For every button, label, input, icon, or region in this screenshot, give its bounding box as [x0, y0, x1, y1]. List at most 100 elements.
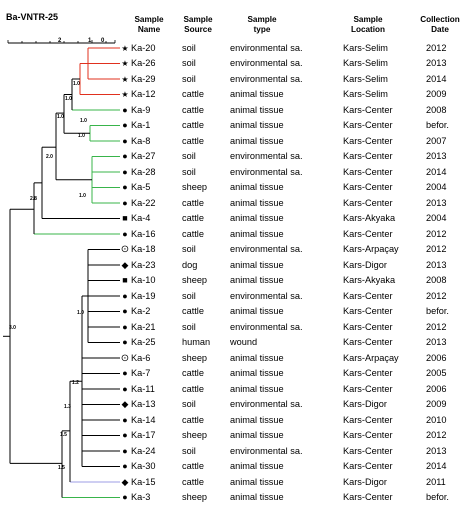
row-type: environmental sa.: [230, 445, 303, 456]
row-source: soil: [182, 166, 196, 177]
row-location: Kars-Center: [343, 120, 393, 130]
row-date: 2008: [426, 275, 447, 285]
diamond-marker-icon: ◆: [121, 399, 129, 409]
row-source: sheep: [182, 182, 208, 192]
row-date: befor.: [426, 492, 449, 502]
diamond-marker-icon: ◆: [121, 476, 129, 487]
row-date: 2014: [426, 73, 447, 84]
row-name: Ka-21: [131, 321, 156, 332]
row-source: cattle: [182, 135, 204, 146]
row-location: Kars-Center: [343, 135, 393, 146]
row-location: Kars-Digor: [343, 259, 387, 270]
circle-marker-icon: ●: [122, 166, 128, 177]
row-location: Kars-Center: [343, 290, 393, 301]
row-date: 2006: [426, 352, 447, 363]
row-date: 2013: [426, 445, 447, 456]
row-source: dog: [182, 259, 198, 270]
header-name-line1: Sample: [134, 15, 164, 24]
row-type: environmental sa.: [230, 290, 303, 301]
row-name: Ka-4: [131, 213, 151, 223]
row-date: 2009: [426, 399, 447, 409]
row-name: Ka-8: [131, 135, 151, 146]
row-name: Ka-9: [131, 104, 151, 115]
row-date: 2005: [426, 368, 447, 378]
circle-marker-icon: ●: [122, 228, 128, 239]
row-location: Kars-Center: [343, 492, 393, 502]
node-label: 2.8: [30, 196, 37, 202]
circle-marker-icon: ●: [122, 492, 128, 502]
row-source: cattle: [182, 414, 204, 425]
row-source: sheep: [182, 352, 208, 363]
scale-label-1: 1: [88, 38, 92, 44]
row-location: Kars-Center: [343, 414, 393, 425]
row-location: Kars-Digor: [343, 399, 387, 409]
row-location: Kars-Akyaka: [343, 275, 396, 285]
row-date: 2012: [426, 430, 447, 440]
header-sample-type: Sample type: [232, 15, 292, 35]
circle-marker-icon: ●: [122, 368, 128, 378]
row-type: environmental sa.: [230, 42, 303, 53]
header-type-line2: type: [253, 25, 271, 34]
header-sample-name: Sample Name: [128, 15, 170, 35]
node-label: 1.0: [77, 310, 84, 316]
row-type: animal tissue: [230, 89, 284, 99]
row-location: Kars-Selim: [343, 42, 388, 53]
row-type: animal tissue: [230, 182, 284, 192]
row-type: animal tissue: [230, 414, 284, 425]
header-source-line1: Sample: [183, 15, 213, 24]
node-label: 2.0: [46, 154, 53, 160]
row-type: animal tissue: [230, 461, 284, 471]
row-location: Kars-Center: [343, 228, 393, 239]
row-source: cattle: [182, 120, 204, 130]
row-name: Ka-15: [131, 476, 156, 487]
row-name: Ka-6: [131, 352, 151, 363]
node-label: 1.2: [72, 380, 79, 386]
row-location: Kars-Center: [343, 166, 393, 177]
row-date: 2010: [426, 414, 447, 425]
row-type: animal tissue: [230, 197, 284, 208]
row-date: 2004: [426, 182, 447, 192]
row-date: 2006: [426, 383, 447, 394]
node-label: 1.0: [57, 114, 64, 120]
row-location: Kars-Selim: [343, 58, 388, 68]
circle-marker-icon: ●: [122, 414, 128, 425]
row-name: Ka-14: [131, 414, 156, 425]
circle-marker-icon: ●: [122, 151, 128, 161]
circle-marker-icon: ●: [122, 337, 128, 347]
row-type: animal tissue: [230, 275, 284, 285]
row-location: Kars-Center: [343, 197, 393, 208]
row-source: soil: [182, 151, 196, 161]
node-label: 1.5: [58, 465, 65, 471]
circle-marker-icon: ●: [122, 197, 128, 208]
row-type: animal tissue: [230, 492, 284, 502]
row-date: 2012: [426, 42, 447, 53]
row-location: Kars-Center: [343, 383, 393, 394]
row-location: Kars-Center: [343, 337, 393, 347]
row-type: environmental sa.: [230, 58, 303, 68]
row-name: Ka-7: [131, 368, 151, 378]
row-type: animal tissue: [230, 306, 284, 316]
scale-label-0: 0: [101, 38, 105, 44]
row-type: environmental sa.: [230, 73, 303, 84]
row-name: Ka-18: [131, 244, 156, 254]
square-marker-icon: ■: [122, 213, 128, 223]
circle-marker-icon: ●: [122, 306, 128, 316]
circle-marker-icon: ●: [122, 104, 128, 115]
header-sample-location: Sample Location: [338, 15, 398, 35]
row-name: Ka-3: [131, 492, 151, 502]
row-source: sheep: [182, 492, 208, 502]
row-name: Ka-11: [131, 383, 155, 394]
row-name: Ka-10: [131, 275, 156, 285]
row-name: Ka-27: [131, 151, 156, 161]
row-source: soil: [182, 321, 196, 332]
node-label: 1.0: [73, 81, 80, 87]
row-type: animal tissue: [230, 104, 284, 115]
circle-marker-icon: ●: [122, 182, 128, 192]
row-type: animal tissue: [230, 228, 284, 239]
circle-marker-icon: ●: [122, 430, 128, 440]
row-source: cattle: [182, 368, 204, 378]
header-type-line1: Sample: [247, 15, 277, 24]
row-name: Ka-13: [131, 399, 156, 409]
row-date: 2004: [426, 213, 447, 223]
